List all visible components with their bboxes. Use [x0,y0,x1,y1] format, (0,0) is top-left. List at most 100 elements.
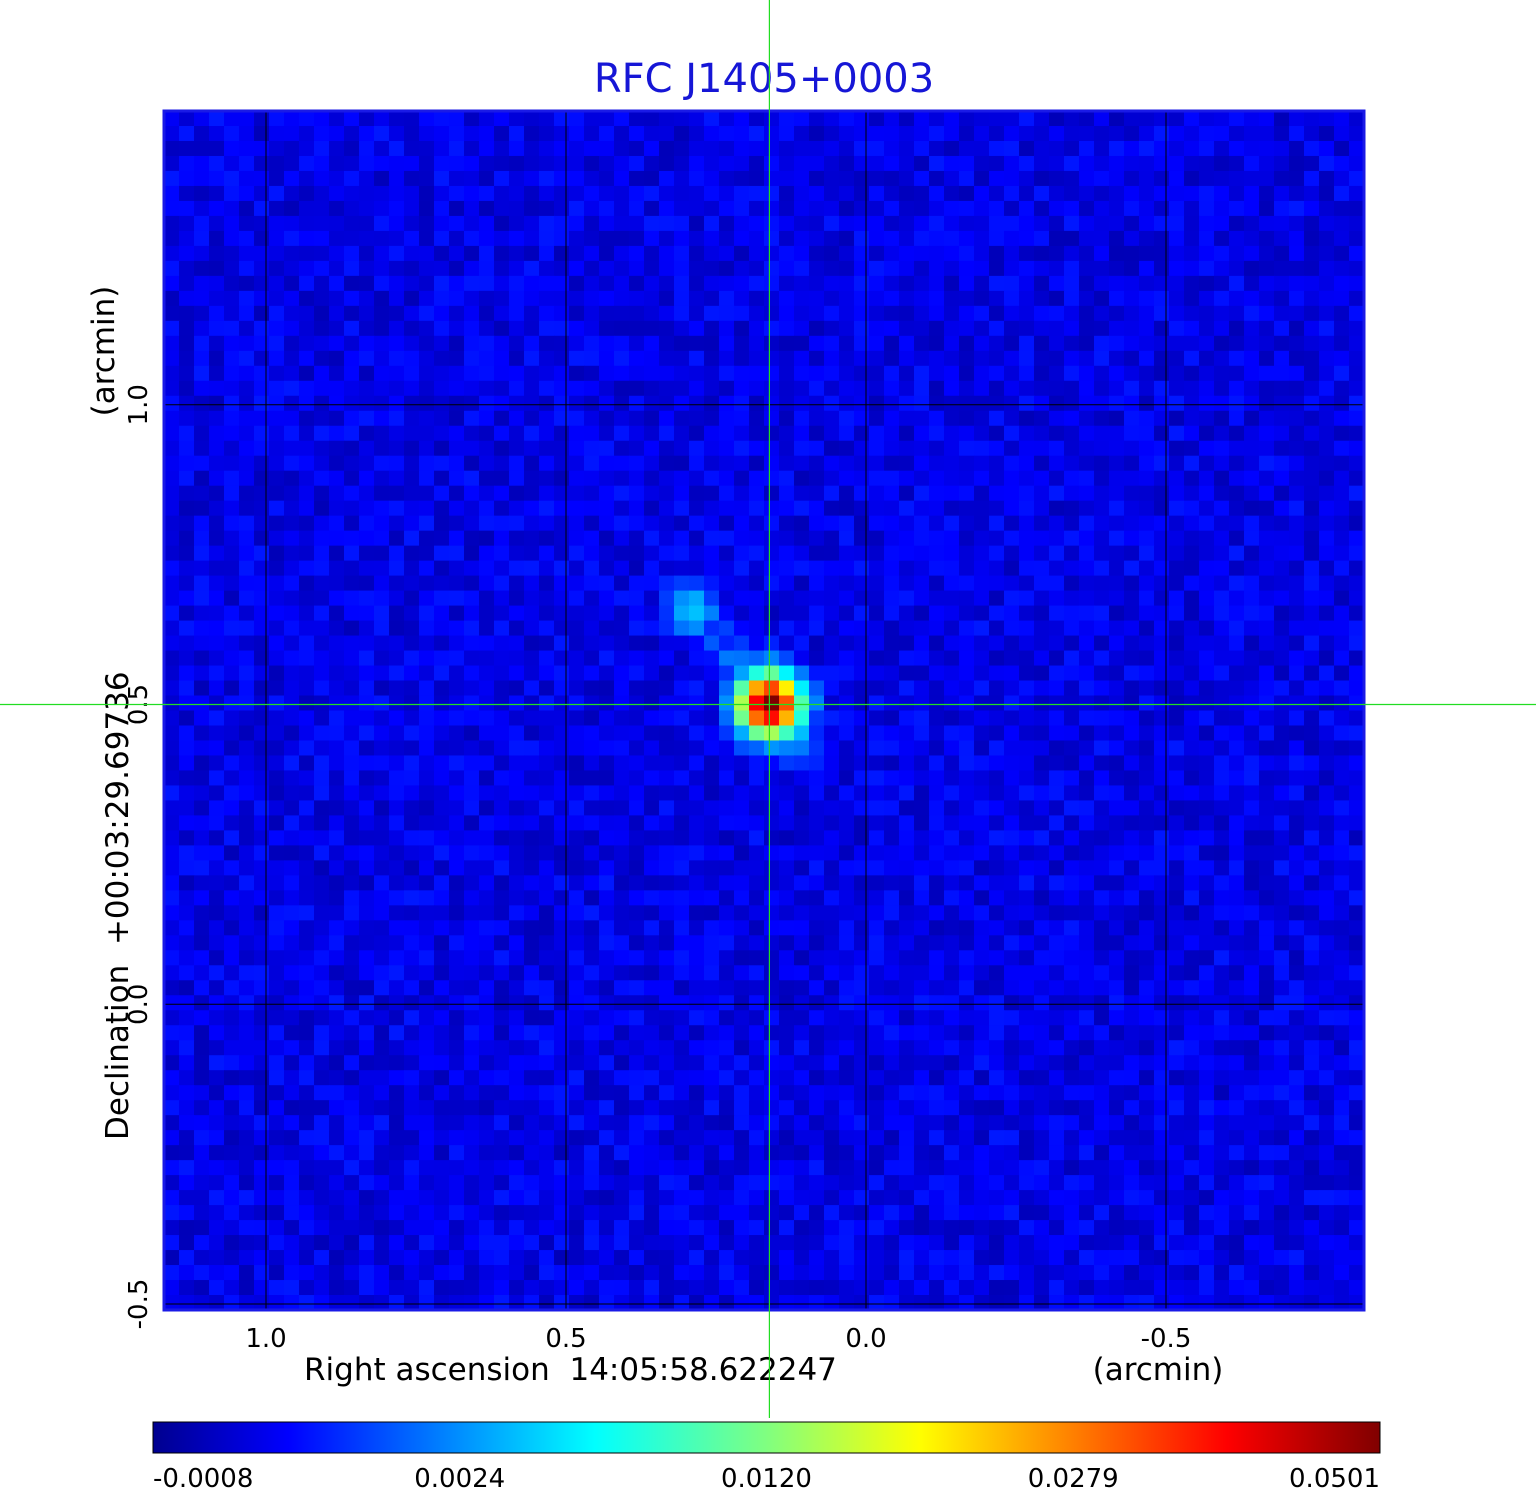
map-pixel [1139,200,1155,217]
map-pixel [1019,425,1035,442]
map-pixel [479,635,495,652]
map-pixel [299,515,315,532]
map-pixel [839,350,855,367]
map-pixel [239,770,255,787]
map-pixel [1109,111,1125,127]
map-pixel [1064,380,1080,397]
map-pixel [464,320,480,337]
map-pixel [389,230,405,247]
map-pixel [1214,215,1230,232]
map-pixel [1094,365,1110,382]
map-pixel [1109,485,1125,502]
map-pixel [1229,290,1245,307]
map-pixel [719,860,735,876]
map-pixel [539,905,555,921]
map-pixel [1274,635,1290,652]
map-pixel [689,590,705,607]
map-pixel [1079,695,1095,712]
map-pixel [1199,125,1215,142]
map-pixel [959,680,975,697]
map-pixel [1004,1010,1020,1026]
map-pixel [974,545,990,562]
map-pixel [1274,680,1290,697]
map-pixel [824,875,840,891]
map-pixel [929,305,945,322]
map-pixel [314,770,330,787]
map-pixel [584,635,600,652]
map-pixel [749,290,765,307]
map-pixel [1019,935,1035,951]
map-pixel [629,560,645,577]
map-pixel [809,845,825,861]
map-pixel [524,320,540,337]
map-pixel [899,530,915,547]
map-pixel [1244,260,1260,277]
map-pixel [404,140,420,157]
map-pixel [959,350,975,367]
map-pixel [1154,620,1170,637]
map-pixel [734,275,750,292]
map-pixel [434,830,450,846]
map-pixel [1274,605,1290,622]
map-pixel [1034,425,1050,442]
map-pixel [569,410,585,427]
map-pixel [884,830,900,846]
map-pixel [1334,425,1350,442]
map-pixel [299,680,315,697]
map-pixel [464,500,480,517]
map-pixel [359,950,375,966]
map-pixel [1079,515,1095,532]
map-pixel [479,1040,495,1056]
map-pixel [779,890,795,906]
map-pixel [449,350,465,367]
map-pixel [1349,590,1365,607]
map-pixel [374,290,390,307]
map-pixel [1244,680,1260,697]
map-pixel [1244,395,1260,412]
map-pixel [1274,290,1290,307]
map-pixel [359,590,375,607]
map-pixel [299,290,315,307]
map-pixel [584,245,600,262]
map-pixel [824,725,840,742]
map-pixel [164,875,180,891]
map-pixel [434,440,450,457]
map-pixel [1169,425,1185,442]
map-pixel [569,695,585,712]
map-pixel [1214,980,1230,996]
map-pixel [299,350,315,367]
map-pixel [1319,755,1335,772]
map-pixel [1274,245,1290,262]
map-pixel [884,710,900,727]
map-pixel [179,710,195,727]
map-pixel [1304,965,1320,981]
map-pixel [389,650,405,667]
map-pixel [674,635,690,652]
map-pixel [1334,155,1350,172]
map-pixel [524,425,540,442]
map-pixel [704,275,720,292]
map-pixel [389,200,405,217]
map-pixel [1259,815,1275,831]
map-pixel [794,1025,810,1041]
map-pixel [359,665,375,682]
map-pixel [164,695,180,712]
map-pixel [644,245,660,262]
map-pixel [209,545,225,562]
map-pixel [989,890,1005,906]
map-pixel [224,305,240,322]
map-pixel [1019,965,1035,981]
map-pixel [884,170,900,187]
map-pixel [824,545,840,562]
map-pixel [194,770,210,787]
map-pixel [344,770,360,787]
map-pixel [419,440,435,457]
map-pixel [539,230,555,247]
map-pixel [794,575,810,592]
map-pixel [1064,890,1080,906]
map-pixel [509,305,525,322]
map-pixel [1109,665,1125,682]
map-pixel [494,545,510,562]
map-pixel [884,470,900,487]
map-pixel [1274,545,1290,562]
